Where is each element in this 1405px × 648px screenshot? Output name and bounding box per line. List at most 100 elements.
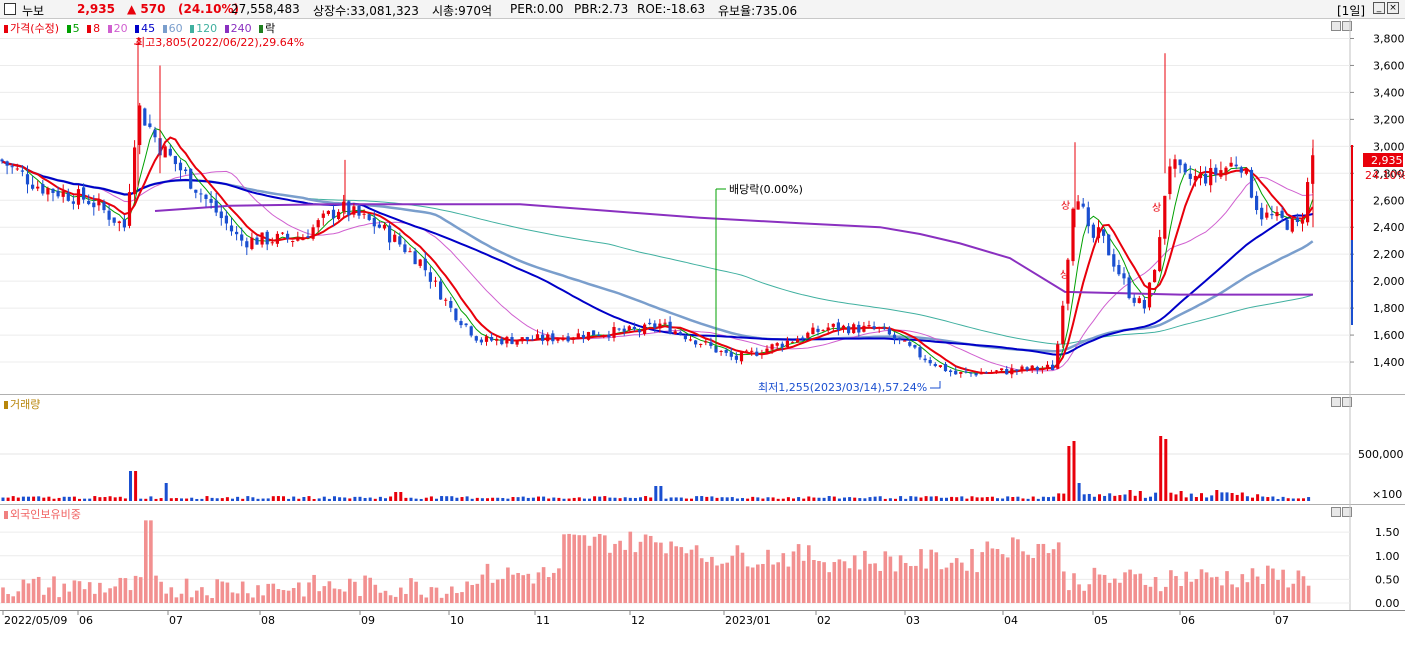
legend-ex[interactable]: 락 — [265, 22, 276, 35]
foreign-bar — [1260, 583, 1265, 603]
candle-body — [581, 334, 585, 339]
volume-bar — [1256, 494, 1260, 501]
select-checkbox[interactable] — [4, 3, 16, 15]
low-price-note: 최저1,255(2023/03/14),57.24% — [758, 381, 927, 394]
foreign-bar — [858, 569, 862, 603]
legend-ma8[interactable]: 8 — [93, 22, 101, 35]
ma5-line — [1, 127, 1314, 374]
retention-ratio: 유보율:735.06 — [718, 4, 798, 18]
volume-panel: 거래량 500,000 ×100 — [0, 395, 1405, 505]
candle-body — [122, 219, 126, 228]
volume-bar — [256, 498, 260, 501]
volume-bar — [1189, 493, 1193, 501]
candle-body — [734, 355, 738, 360]
volume-bar — [970, 496, 974, 501]
period-button[interactable]: [1일] — [1337, 4, 1366, 18]
foreign-title[interactable]: 외국인보유비중 — [10, 508, 81, 521]
foreign-bar — [1041, 543, 1046, 603]
foreign-maximize-icon[interactable] — [1342, 507, 1352, 517]
volume-bar — [929, 496, 933, 501]
legend-ma20[interactable]: 20 — [113, 22, 128, 35]
foreign-bar — [230, 592, 235, 603]
volume-bar — [118, 496, 122, 501]
pbr-value: PBR:2.73 — [574, 2, 629, 16]
volume-bar — [88, 498, 92, 501]
candle-body — [913, 345, 917, 348]
foreign-bar — [893, 571, 898, 603]
volume-bar — [429, 496, 433, 501]
legend-ma240[interactable]: 240 — [230, 22, 252, 35]
foreign-bar — [77, 581, 82, 603]
candle-body — [898, 337, 902, 340]
candle-body — [949, 370, 953, 373]
ma240-swatch — [224, 25, 229, 33]
candle-body — [1081, 203, 1085, 207]
foreign-bar — [541, 567, 546, 603]
foreign-bar — [801, 560, 806, 603]
foreign-bar — [954, 558, 959, 603]
volume-bar — [1026, 498, 1030, 501]
foreign-bar — [399, 587, 403, 603]
foreign-bar — [1113, 578, 1117, 603]
close-icon[interactable]: × — [1387, 2, 1399, 14]
foreign-bar — [103, 592, 107, 603]
foreign-bar — [1138, 573, 1143, 603]
ma120-line — [1, 160, 1313, 345]
foreign-chart[interactable]: 1.50 1.00 0.50 0.00 — [0, 505, 1405, 611]
price-chart[interactable]: 3,800 3,600 3,400 3,200 3,000 2,800 2,600 2,400… — [0, 19, 1405, 395]
volume-bar — [1296, 498, 1300, 501]
ma45-swatch — [135, 25, 140, 33]
panel-minimize-icon[interactable] — [1331, 21, 1341, 31]
legend-ma5[interactable]: 5 — [72, 22, 80, 35]
candle-body — [1025, 367, 1029, 370]
volume-bar — [690, 498, 693, 501]
foreign-bar — [164, 593, 168, 603]
foreign-bar — [628, 531, 633, 603]
volume-chart[interactable]: 500,000 ×100 — [0, 395, 1405, 505]
candle-body — [1132, 297, 1136, 303]
candle-body — [15, 168, 19, 170]
candle-body — [760, 353, 764, 355]
candle-body — [627, 326, 631, 331]
candle-body — [1249, 169, 1254, 198]
volume-minimize-icon[interactable] — [1331, 397, 1341, 407]
foreign-minimize-icon[interactable] — [1331, 507, 1341, 517]
foreign-bar — [42, 594, 46, 603]
panel-maximize-icon[interactable] — [1342, 21, 1352, 31]
foreign-bar — [235, 593, 240, 603]
volume-bar — [1210, 495, 1214, 501]
ma5-swatch — [66, 25, 71, 33]
foreign-bar — [286, 590, 291, 603]
legend-price[interactable]: 가격(수정) — [10, 22, 60, 35]
candle-body — [1255, 195, 1259, 210]
candle-body — [1265, 212, 1269, 218]
candle-body — [1244, 168, 1248, 174]
price-panel: 가격(수정) 5 8 20 45 60 120 240 락 3,800 3,600… — [0, 19, 1405, 395]
foreign-bar — [348, 578, 352, 603]
candle-body — [418, 259, 422, 266]
foreign-bar — [761, 563, 765, 603]
volume-bar — [78, 498, 81, 501]
legend-ma60[interactable]: 60 — [168, 22, 183, 35]
candle-body — [714, 345, 718, 353]
candle-body — [928, 360, 932, 364]
volume-bar — [792, 498, 795, 501]
volume-bar — [537, 496, 540, 501]
volume-title[interactable]: 거래량 — [10, 398, 41, 411]
volume-bar — [924, 496, 928, 501]
candle-body — [1147, 282, 1152, 308]
date-tick-label: 2023/01 — [725, 614, 771, 627]
foreign-bar — [388, 595, 393, 603]
volume-bar — [1001, 498, 1005, 501]
volume-bar — [159, 498, 163, 501]
legend-ma45[interactable]: 45 — [141, 22, 156, 35]
volume-bar — [108, 496, 112, 501]
candle-body — [444, 299, 448, 301]
volume-bar — [399, 492, 403, 501]
minimize-icon[interactable]: _ — [1373, 2, 1385, 14]
volume-bar — [1067, 446, 1071, 501]
volume-bar — [1138, 491, 1142, 501]
legend-ma120[interactable]: 120 — [196, 22, 218, 35]
candle-body — [806, 332, 810, 338]
volume-maximize-icon[interactable] — [1342, 397, 1352, 407]
